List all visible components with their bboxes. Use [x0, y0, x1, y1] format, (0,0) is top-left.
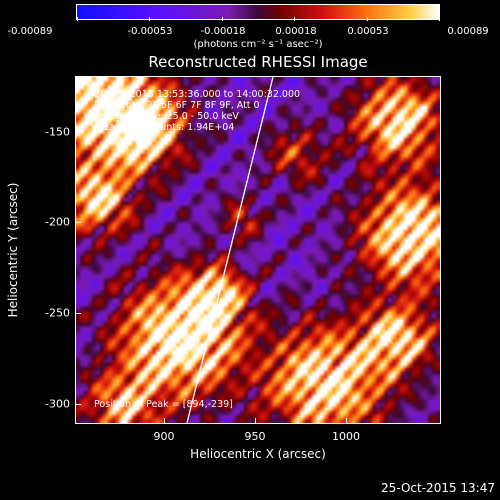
colorbar-tick-label: -0.00018: [200, 26, 246, 37]
colorbar-tick-mark: [149, 17, 150, 21]
image-title: Reconstructed RHESSI Image: [148, 53, 368, 71]
colorbar-tick-label: 0.00053: [347, 26, 389, 37]
footer-timestamp: 25-Oct-2015 13:47: [381, 481, 495, 495]
colorbar-tick-mark: [77, 17, 78, 21]
x-tick-mark: [255, 418, 256, 424]
colorbar-tick-mark: [439, 17, 440, 21]
y-tick-mark: [75, 132, 81, 133]
y-axis-label: Heliocentric Y (arcsec): [6, 182, 20, 318]
y-tick-label: -150: [45, 125, 70, 139]
colorbar-units: (photons cm⁻² s⁻¹ asec⁻²): [193, 39, 323, 50]
x-tick-mark: [346, 418, 347, 424]
x-tick-label: 900: [153, 430, 175, 443]
solar-limb-line: [186, 77, 274, 423]
colorbar-tick-mark: [222, 17, 223, 21]
info-total-counts: Clean Total counts: 1.94E+04: [94, 122, 235, 133]
y-tick-label: -250: [45, 306, 70, 320]
x-tick-mark: [164, 418, 165, 424]
x-tick-label: 1000: [332, 430, 360, 443]
x-axis-label: Heliocentric X (arcsec): [190, 447, 326, 461]
colorbar-tick-label: 0.00089: [447, 26, 489, 37]
colorbar-tick-label: -0.00053: [127, 26, 173, 37]
colorbar-tick-label: 0.00018: [275, 26, 317, 37]
info-peak-position: Position of Peak = [894,-239]: [94, 399, 233, 410]
y-tick-mark: [75, 313, 81, 314]
info-energy-range: Energy Range: 25.0 - 50.0 keV: [94, 111, 239, 122]
info-time-range: 25-Oct-2015 13:53:36.000 to 14:00:32.000: [94, 89, 301, 100]
colorbar-tick-mark: [367, 17, 368, 21]
y-tick-label: -300: [45, 397, 70, 411]
y-tick-mark: [75, 222, 81, 223]
y-tick-mark: [75, 404, 81, 405]
y-tick-label: -200: [45, 215, 70, 229]
colorbar: [76, 4, 440, 20]
info-detectors: Detectors: 3F 5F 6F 7F 8F 9F, Att 0: [94, 100, 260, 111]
colorbar-tick-label: -0.00089: [7, 26, 53, 37]
colorbar-tick-mark: [294, 17, 295, 21]
limb-overlay: [186, 77, 274, 423]
x-tick-label: 950: [244, 430, 266, 443]
plot-area: 25-Oct-2015 13:53:36.000 to 14:00:32.000…: [75, 76, 441, 424]
